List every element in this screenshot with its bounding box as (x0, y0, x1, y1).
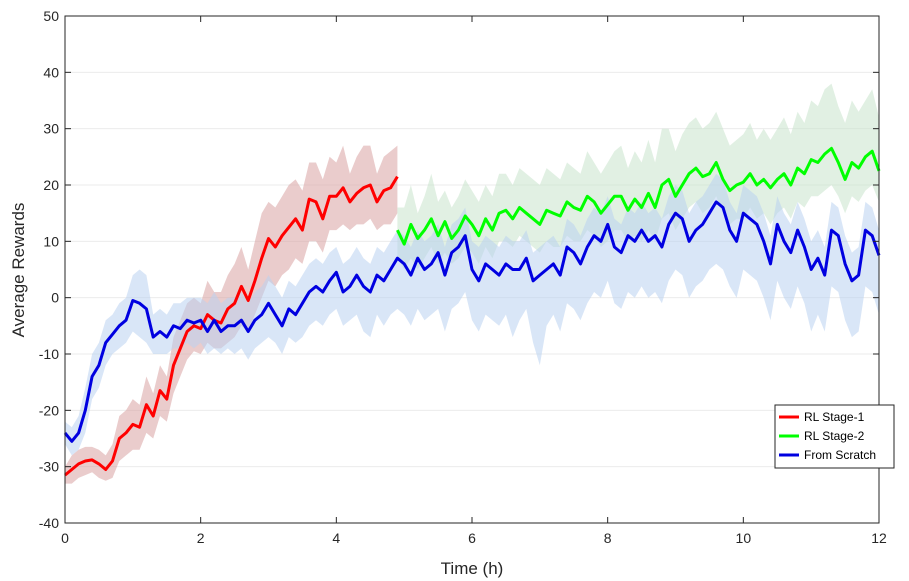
band-series-1 (397, 83, 879, 270)
line-series-1 (396, 146, 881, 246)
line-series-2 (63, 200, 881, 443)
y-tick-label-2: -20 (39, 402, 59, 418)
series-lines (63, 146, 881, 477)
x-tick-label-1: 2 (197, 530, 205, 546)
legend-label-0: RL Stage-1 (804, 410, 865, 424)
y-tick-label-3: -10 (39, 346, 59, 362)
y-tick-label-1: -30 (39, 459, 59, 475)
line-series-0 (64, 175, 399, 477)
y-tick-label-9: 50 (43, 8, 59, 24)
x-tick-label-3: 6 (468, 530, 476, 546)
x-tick-label-6: 12 (871, 530, 887, 546)
legend: RL Stage-1 RL Stage-2 From Scratch (774, 404, 895, 469)
y-tick-label-5: 10 (43, 233, 59, 249)
y-axis-title: Average Rewards (9, 203, 28, 338)
y-tick-label-0: -40 (39, 515, 59, 531)
y-tick-label-6: 20 (43, 177, 59, 193)
y-tick-label-8: 40 (43, 64, 59, 80)
x-axis-title: Time (h) (441, 559, 504, 578)
x-tick-label-0: 0 (61, 530, 69, 546)
band-series-2 (65, 173, 879, 456)
legend-label-2: From Scratch (804, 448, 876, 462)
y-tick-label-7: 30 (43, 121, 59, 137)
confidence-bands (65, 83, 879, 484)
x-axis-ticks: 0 2 4 6 8 10 12 (61, 16, 887, 546)
legend-label-1: RL Stage-2 (804, 429, 865, 443)
y-axis-ticks: -40 -30 -20 -10 0 10 20 30 40 50 (39, 8, 879, 531)
x-tick-label-4: 8 (604, 530, 612, 546)
y-tick-label-4: 0 (51, 290, 59, 306)
x-tick-label-5: 10 (736, 530, 752, 546)
x-tick-label-2: 4 (332, 530, 340, 546)
